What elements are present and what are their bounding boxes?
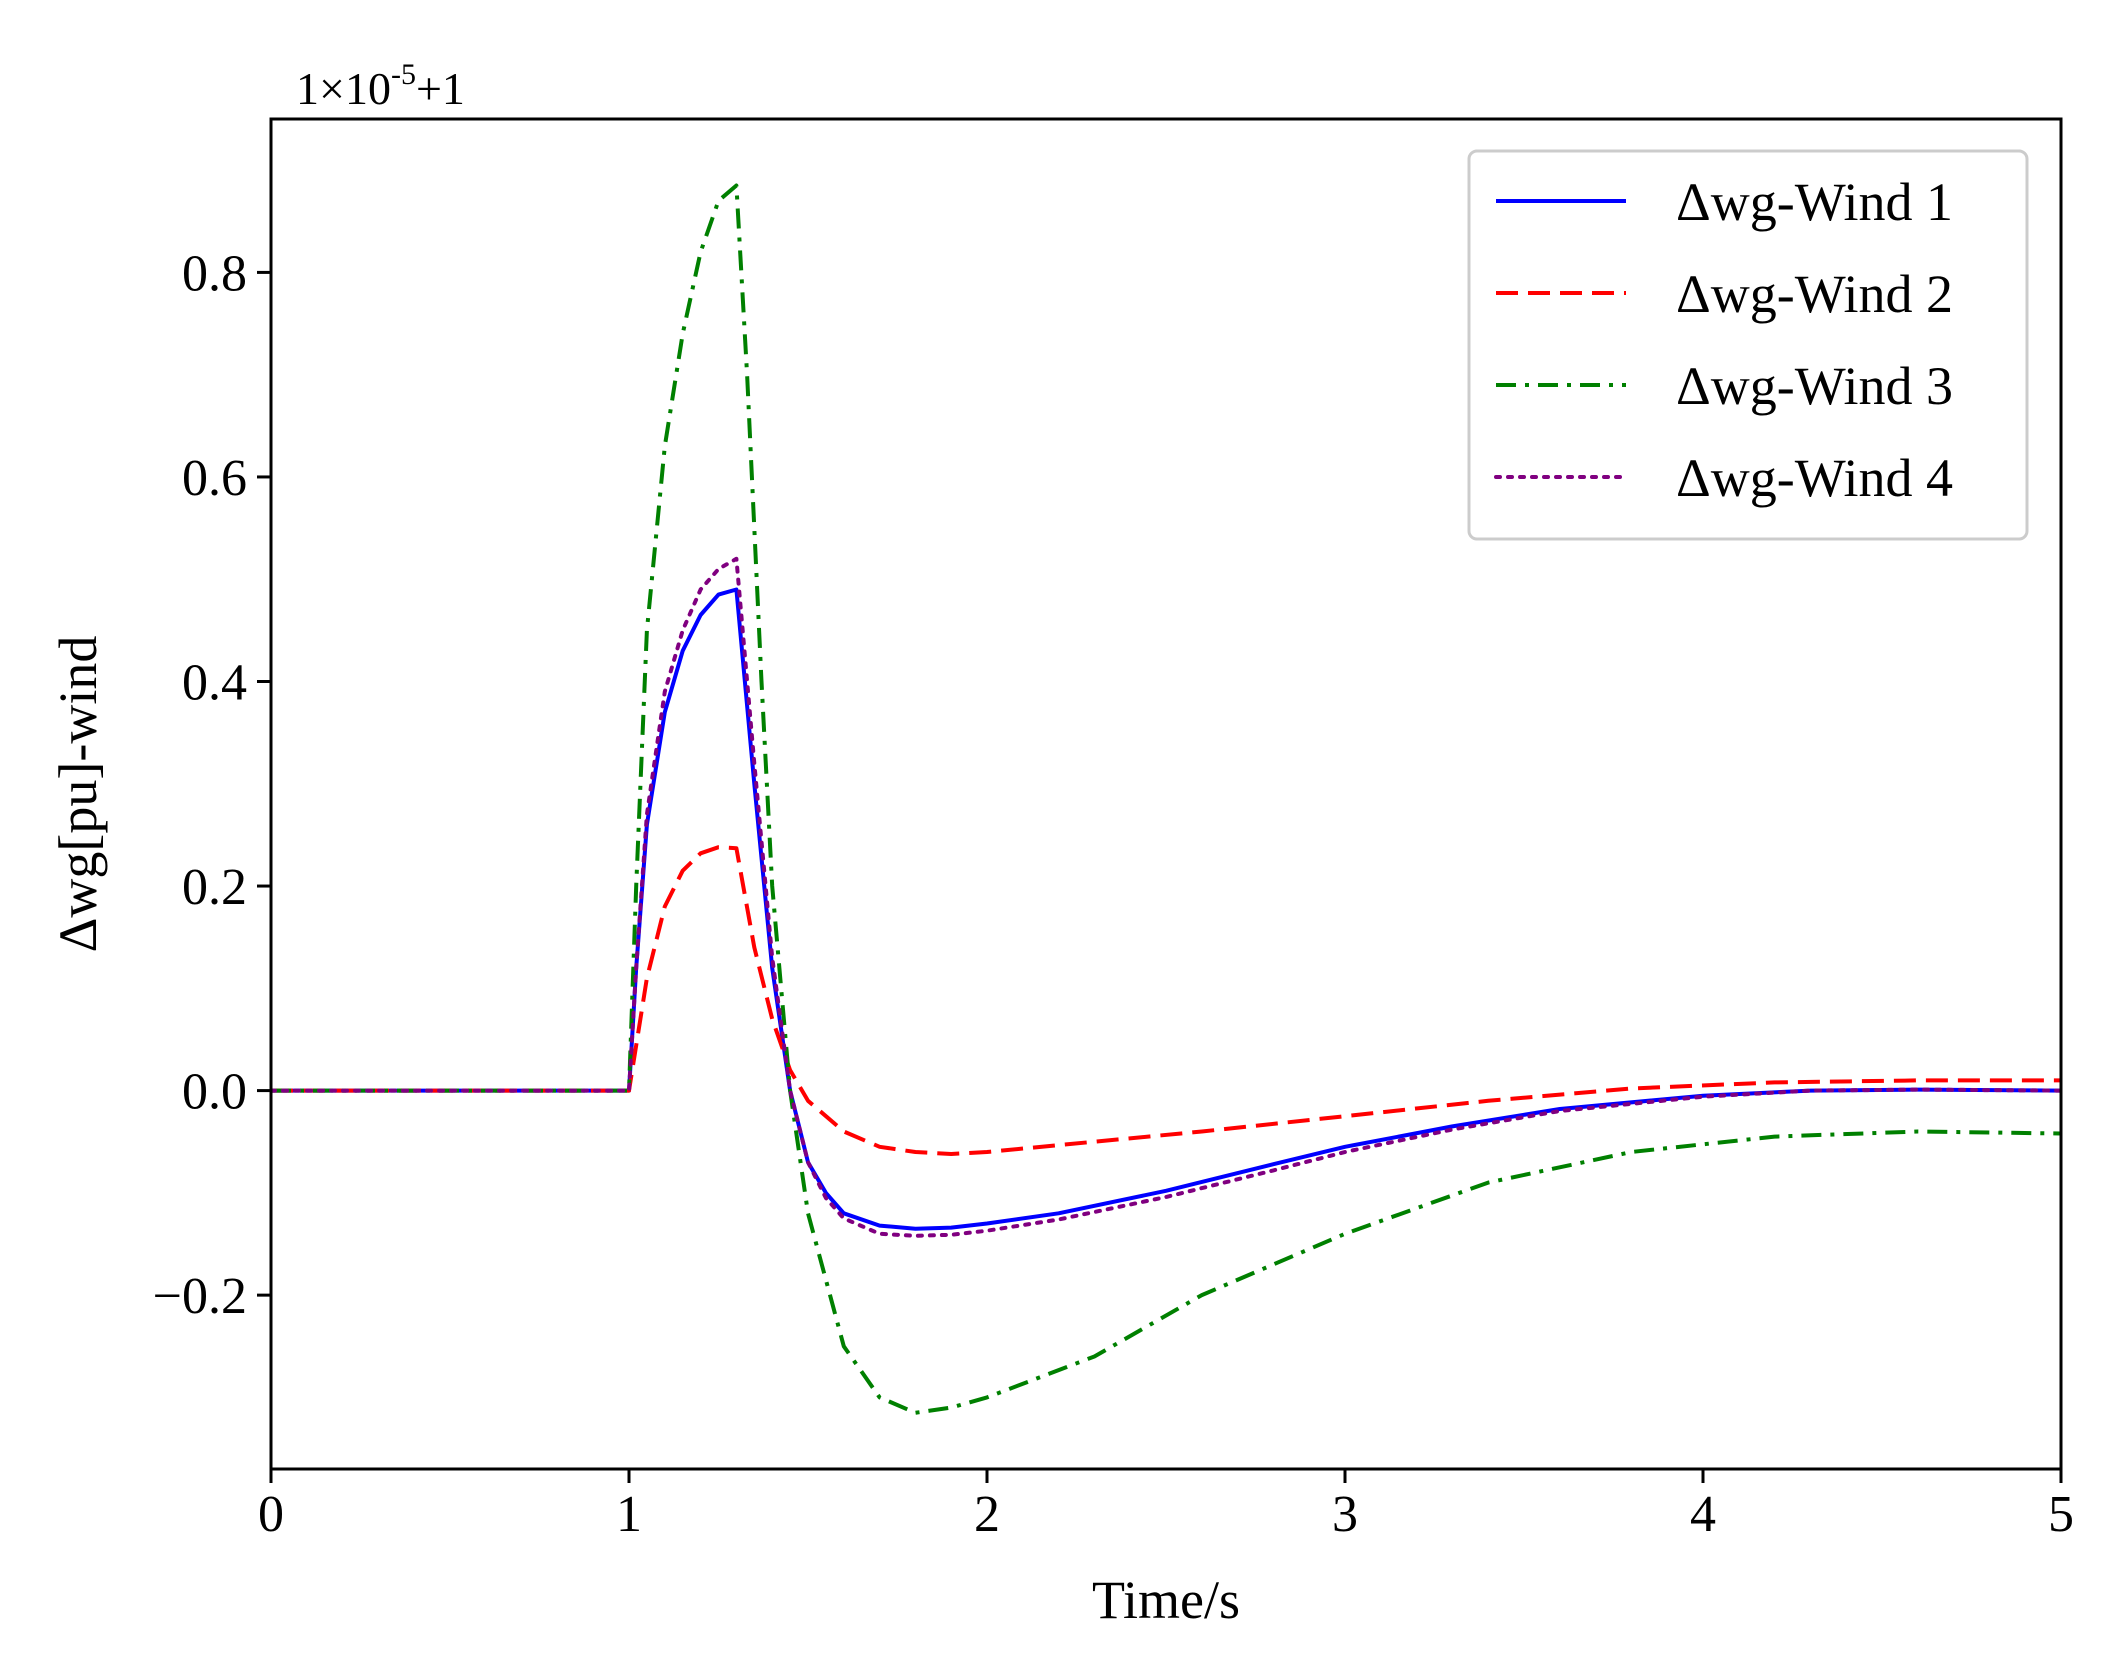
x-tick-label: 2 [974, 1486, 1000, 1543]
series-line-wind-2 [271, 845, 2061, 1156]
x-tick-label: 5 [2048, 1486, 2074, 1543]
y-tick-label: 0.4 [182, 655, 247, 712]
x-axis-label: Time/s [1092, 1570, 1240, 1630]
tick-layer: 0 1 2 3 4 5 −0.2 0.0 0.2 0.4 0.6 0.8 [153, 245, 2074, 1543]
legend-label-wind-2: Δwg-Wind 2 [1676, 264, 1953, 324]
y-tick-label: 0.0 [182, 1064, 247, 1121]
offset-suffix: +1 [416, 63, 465, 114]
legend-label-wind-3: Δwg-Wind 3 [1676, 356, 1953, 416]
offset-text: 1×10-5+1 [296, 58, 465, 114]
y-tick-label: 0.6 [182, 450, 247, 507]
x-tick-label: 3 [1332, 1486, 1358, 1543]
y-tick-label: 0.8 [182, 245, 247, 302]
legend: Δwg-Wind 1 Δwg-Wind 2 Δwg-Wind 3 Δwg-Wind 4 [1467, 149, 2029, 541]
y-axis-label: Δwg[pu]-wind [48, 636, 108, 953]
legend-label-wind-4: Δwg-Wind 4 [1676, 448, 1953, 508]
x-tick-label: 0 [258, 1486, 284, 1543]
offset-exponent: -5 [391, 58, 416, 91]
x-tick-label: 4 [1690, 1486, 1716, 1543]
legend-label-wind-1: Δwg-Wind 1 [1676, 172, 1953, 232]
y-tick-label: −0.2 [153, 1268, 247, 1325]
series-line-wind-3 [271, 183, 2062, 1415]
series-line-wind-1 [271, 587, 2062, 1231]
x-tick-label: 1 [616, 1486, 642, 1543]
legend-box [1467, 149, 2029, 541]
offset-base: 1×10 [296, 63, 391, 114]
plot-frame [269, 117, 2063, 1471]
series-layer [269, 183, 2063, 1415]
y-tick-label: 0.2 [182, 859, 247, 916]
